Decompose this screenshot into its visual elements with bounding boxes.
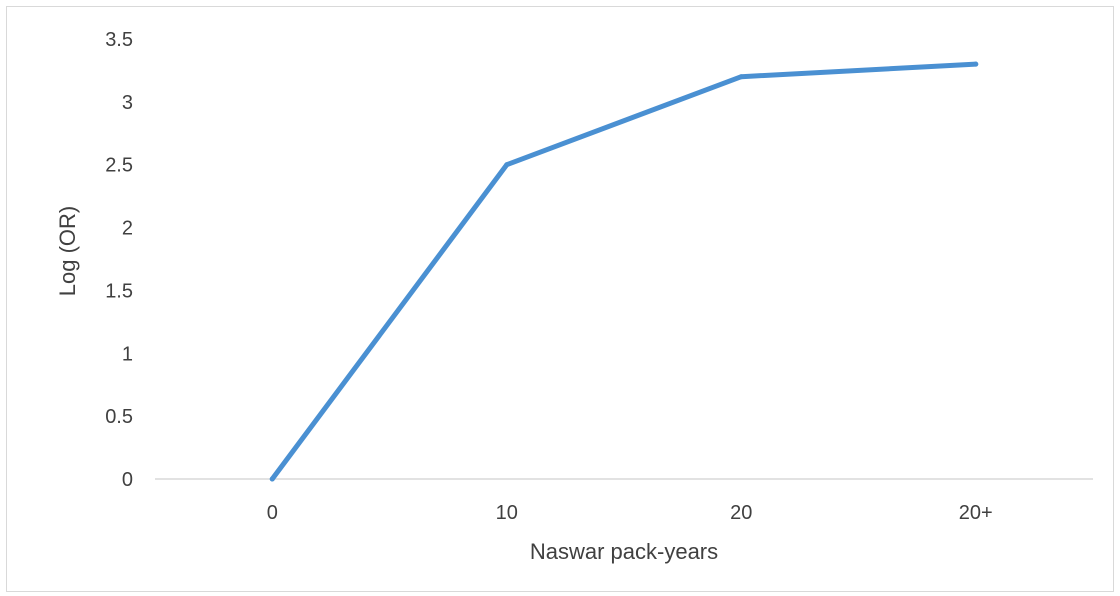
y-tick-label: 1: [122, 343, 133, 365]
chart-frame: 0 0.5 1 1.5 2 2.5 3 3.5 0 10 20 20+ Naswar pack-ye…: [6, 6, 1114, 592]
x-axis-title: Naswar pack-years: [530, 539, 718, 564]
y-tick-label: 2: [122, 218, 133, 240]
y-tick-label: 3.5: [105, 29, 133, 51]
data-point: [504, 162, 510, 168]
x-tick-label: 20: [730, 502, 752, 524]
y-tick-label: 2.5: [105, 155, 133, 177]
data-point: [269, 476, 275, 482]
y-tick-label: 0.5: [105, 406, 133, 428]
y-axis-title: Log (OR): [55, 206, 80, 296]
line-chart: 0 0.5 1 1.5 2 2.5 3 3.5 0 10 20 20+ Naswar pack-ye…: [55, 29, 1093, 564]
y-tick-label: 1.5: [105, 280, 133, 302]
x-tick-label: 0: [267, 502, 278, 524]
data-point: [973, 61, 979, 67]
y-tick-label: 3: [122, 92, 133, 114]
x-axis-ticks: 0 10 20 20+: [267, 502, 993, 524]
y-tick-label: 0: [122, 469, 133, 491]
x-tick-label: 20+: [959, 502, 993, 524]
y-axis-ticks: 0 0.5 1 1.5 2 2.5 3 3.5: [105, 29, 133, 491]
data-point: [738, 74, 744, 80]
x-tick-label: 10: [496, 502, 518, 524]
series-line: [269, 61, 979, 482]
